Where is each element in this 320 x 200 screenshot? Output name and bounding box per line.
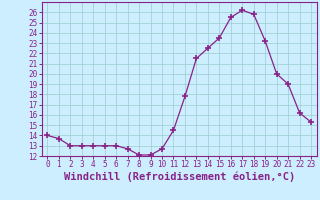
X-axis label: Windchill (Refroidissement éolien,°C): Windchill (Refroidissement éolien,°C) (64, 172, 295, 182)
